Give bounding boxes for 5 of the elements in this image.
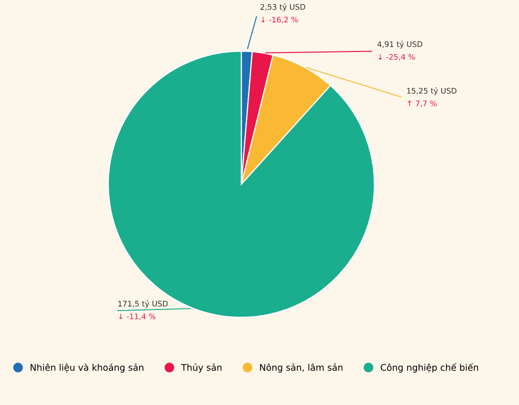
legend-label: Nông sản, lâm sản — [260, 363, 342, 373]
legend-label: Công nghiệp chế biến — [380, 363, 478, 373]
legend-label: Thủy sản — [181, 363, 222, 373]
legend-label: Nhiên liệu và khoáng sản — [30, 363, 144, 373]
pie-slice — [108, 50, 375, 318]
